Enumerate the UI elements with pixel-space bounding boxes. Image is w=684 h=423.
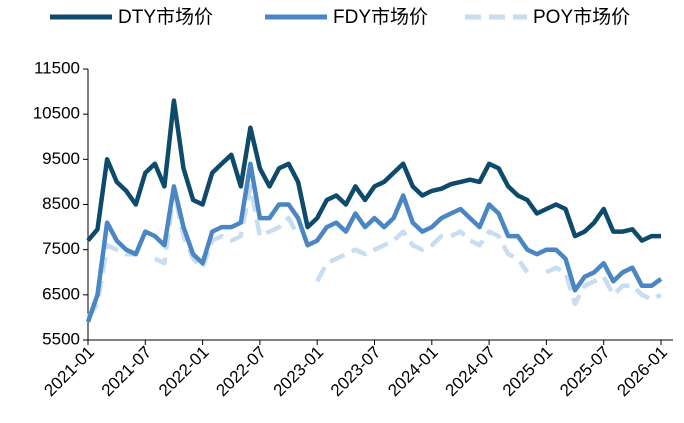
- x-tick-label: 2025-01: [499, 343, 557, 401]
- x-tick-label: 2021-01: [40, 343, 98, 401]
- x-tick-label: 2022-07: [212, 343, 270, 401]
- x-tick-label: 2026-01: [613, 343, 671, 401]
- x-tick-label: 2023-07: [327, 343, 385, 401]
- y-tick-label: 11500: [34, 58, 80, 77]
- x-tick-label: 2023-01: [270, 343, 328, 401]
- legend-label: DTY市场价: [118, 6, 213, 28]
- series-line: [85, 161, 663, 323]
- y-tick-label: 8500: [42, 194, 80, 213]
- legend-label: FDY市场价: [333, 6, 428, 28]
- series-line: [86, 242, 136, 319]
- series-line: [315, 229, 530, 283]
- x-tick-label: 2024-07: [442, 343, 500, 401]
- y-tick-label: 10500: [33, 104, 80, 123]
- x-tick-label: 2021-07: [98, 343, 156, 401]
- y-tick-label: 6500: [42, 284, 80, 303]
- x-tick-label: 2024-01: [384, 343, 442, 401]
- series-line: [545, 265, 662, 307]
- x-tick-label: 2025-07: [556, 343, 614, 401]
- legend-label: POY市场价: [533, 6, 630, 28]
- series-line: [86, 98, 661, 243]
- y-tick-label: 7500: [42, 239, 80, 258]
- y-tick-label: 5500: [42, 329, 80, 348]
- x-tick-label: 2022-01: [155, 343, 213, 401]
- y-tick-label: 9500: [42, 149, 80, 168]
